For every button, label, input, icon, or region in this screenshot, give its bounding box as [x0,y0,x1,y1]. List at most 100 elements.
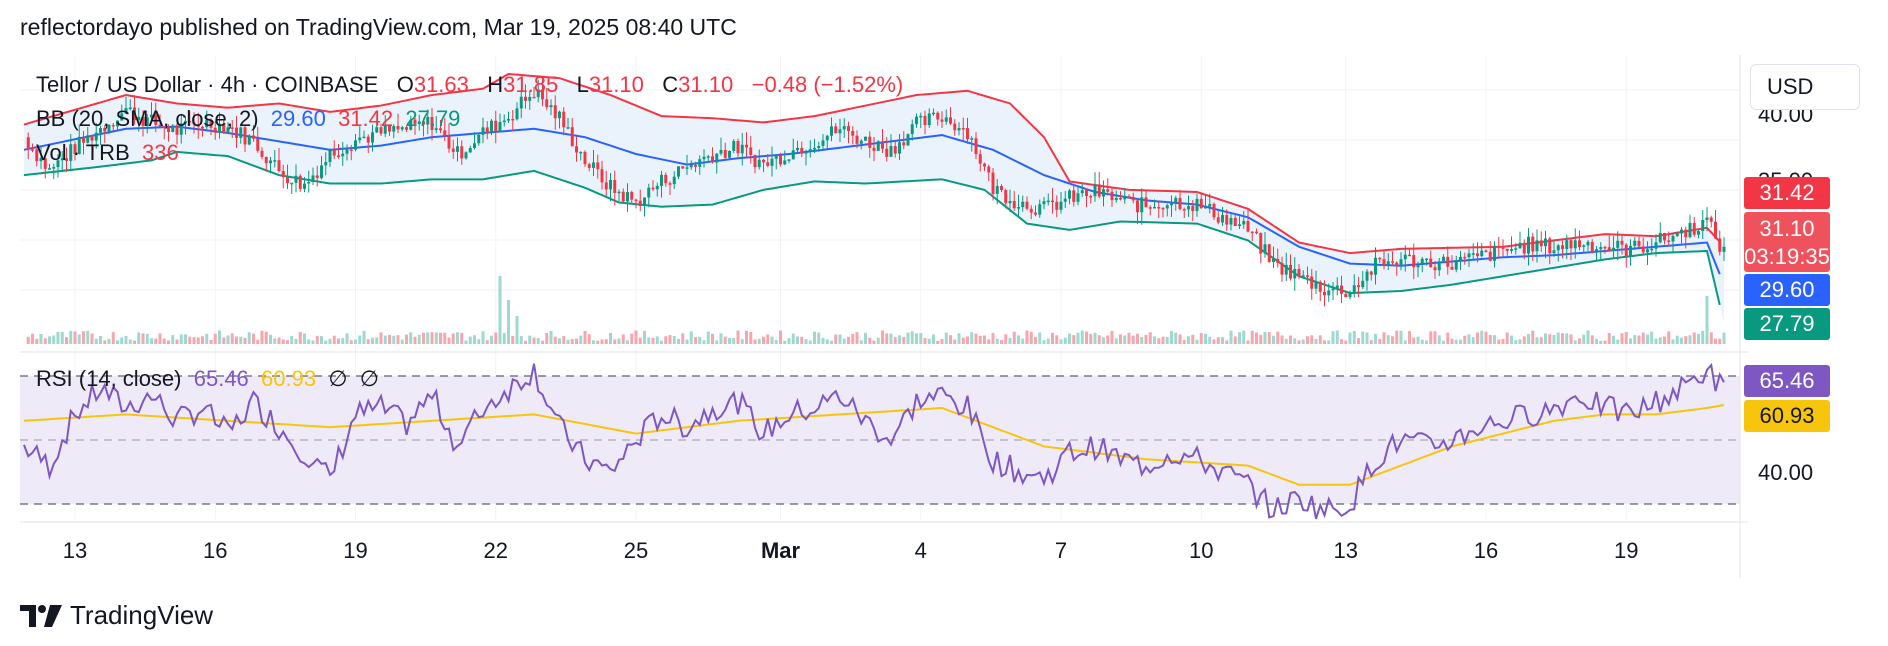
candle-body [1578,240,1581,248]
currency-selector[interactable]: USD [1750,64,1860,110]
candle-body [188,120,192,123]
volume-bar [145,333,149,344]
candle-body [638,200,642,206]
volume-bar [1641,332,1645,344]
volume-bar [1467,334,1471,344]
rsi-empty-icon-2: ∅ [359,366,379,391]
candle-body [1518,242,1522,249]
x-tick-label: 19 [343,538,367,563]
volume-bar [35,338,39,344]
candle-body [196,124,200,127]
candle-body [179,123,183,135]
candle-body [1208,204,1212,207]
volume-bar [643,330,646,344]
volume-bar [1072,335,1076,344]
candle-body [1131,196,1135,201]
candle-body [1590,241,1594,253]
volume-bar [307,339,311,344]
volume-bar [1284,338,1288,344]
volume-bar [915,333,918,344]
volume-bar [320,336,323,344]
volume-bar [779,330,782,344]
volume-bar [1348,332,1352,344]
volume-bar [375,337,379,344]
volume-bar [1709,332,1713,344]
volume-bar [944,332,948,344]
candle-body [1565,240,1569,250]
candle-body [689,164,693,168]
candle-body [213,127,217,133]
volume-bar [893,337,897,344]
volume-bar [1097,335,1101,344]
volume-bar [808,340,812,344]
candle-body [583,151,587,165]
volume-bar [315,335,319,344]
candle-body [630,192,634,200]
candle-body [1420,258,1424,265]
candle-body [77,136,81,155]
volume-bar [1323,340,1326,344]
volume-bar [1195,339,1199,344]
volume-bar [456,332,459,344]
volume-bar [541,340,544,344]
volume-bar [987,339,991,344]
volume-bar [201,336,204,344]
candle-body [1476,253,1479,257]
volume-bar [1085,331,1088,344]
volume-bar [94,338,98,344]
candle-body [192,122,196,125]
candle-body [103,127,107,132]
candle-body [366,136,370,143]
candle-body [1692,222,1696,235]
volume-bar [621,334,625,344]
volume-bar [974,333,978,344]
candle-body [392,126,396,132]
candle-body [698,159,702,167]
candle-body [31,149,34,151]
candle-body [1408,254,1411,257]
volume-bar [1229,330,1233,344]
volume-bar [885,333,889,344]
candle-body [995,186,999,194]
volume-bar [957,333,961,344]
candle-body [859,140,863,144]
candle-body [558,111,561,119]
candle-body [1148,207,1152,209]
volume-bar [617,338,621,344]
x-tick-label: 4 [915,538,927,563]
volume-bar [366,339,370,344]
candle-body [519,96,523,109]
candle-body [681,166,685,169]
candle-body [613,179,617,194]
volume-bar [910,331,914,344]
candle-body [239,127,243,138]
candle-body [1561,245,1564,250]
volume-bar [162,338,166,344]
volume-bar [1357,338,1360,344]
candle-body [515,108,519,120]
volume-bar [1522,336,1526,344]
candle-body [876,141,880,151]
volume-bar [740,339,744,344]
candle-body [324,162,328,166]
candle-body [1650,248,1654,251]
tradingview-brand[interactable]: TradingView [20,600,213,631]
volume-bar [1386,335,1390,344]
volume-bar [1263,332,1267,344]
candle-body [1539,240,1543,247]
volume-bar [498,276,502,344]
upper-band-line [23,72,1721,255]
volume-bar [1510,335,1513,344]
candle-body [422,121,425,125]
volume-bar [1437,335,1441,344]
price-badge: 31.10 03:19:35 [1744,212,1830,272]
candle-body [230,127,234,129]
candle-body [1675,233,1679,236]
volume-bar [672,335,676,344]
x-tick-label: 10 [1189,538,1213,563]
candle-body [1021,201,1025,208]
volume-bar [1182,339,1186,344]
candle-body [162,126,166,128]
volume-bar [52,335,56,344]
